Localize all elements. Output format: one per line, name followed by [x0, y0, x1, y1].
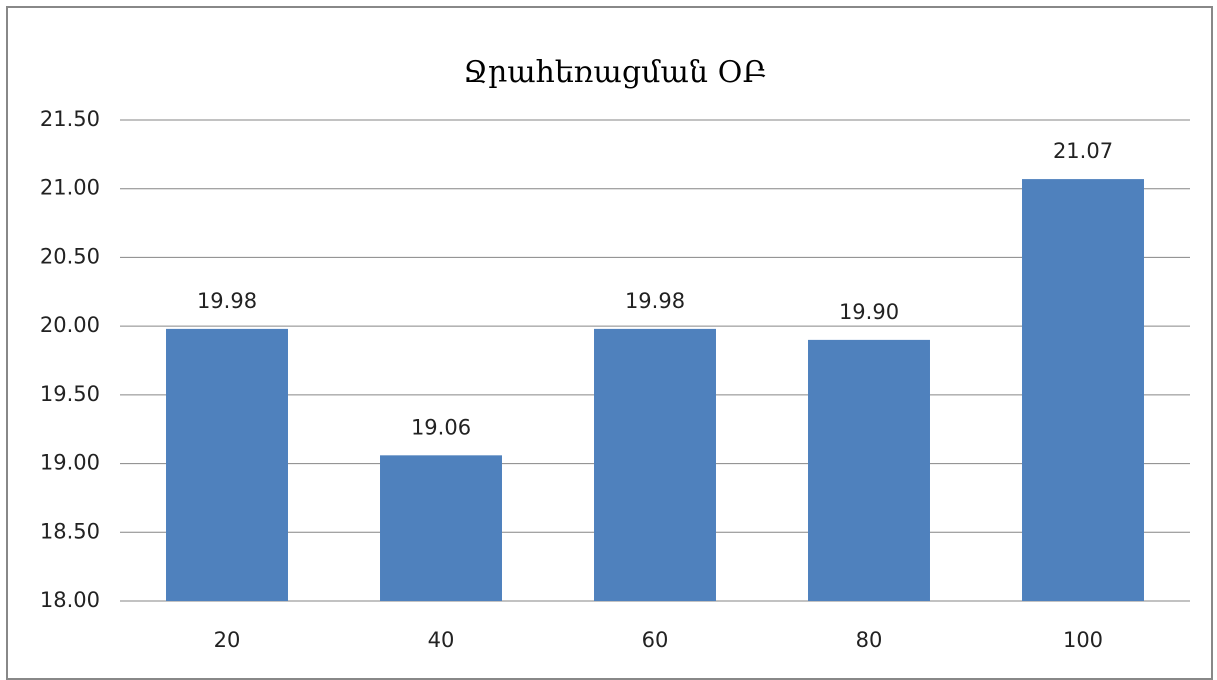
y-tick-label: 19.00 [40, 451, 100, 475]
y-tick-label: 19.50 [40, 382, 100, 406]
x-tick-label: 40 [428, 628, 455, 652]
bar [380, 455, 502, 601]
x-tick-label: 100 [1063, 628, 1103, 652]
bar [1022, 179, 1144, 601]
bar [166, 328, 288, 601]
bar [808, 339, 930, 601]
y-tick-label: 21.00 [40, 176, 100, 200]
y-tick-label: 18.50 [40, 519, 100, 543]
chart-title: Ջրահեռացման ՕԲ [463, 55, 767, 90]
data-label: 19.06 [411, 415, 471, 439]
x-tick-label: 60 [642, 628, 669, 652]
bar [594, 328, 716, 601]
y-tick-label: 20.00 [40, 313, 100, 337]
x-tick-label: 80 [856, 628, 883, 652]
data-label: 19.98 [197, 289, 257, 313]
y-tick-label: 18.00 [40, 588, 100, 612]
x-tick-label: 20 [214, 628, 241, 652]
data-label: 21.07 [1053, 139, 1113, 163]
y-tick-label: 20.50 [40, 244, 100, 268]
data-label: 19.98 [625, 289, 685, 313]
data-label: 19.90 [839, 300, 899, 324]
y-tick-label: 21.50 [40, 107, 100, 131]
